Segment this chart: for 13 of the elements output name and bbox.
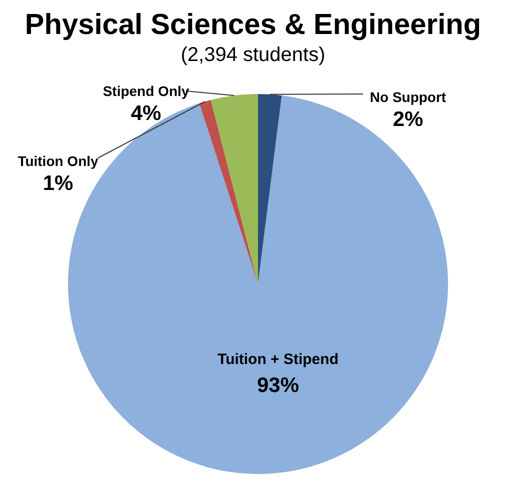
data-label: 93% xyxy=(256,374,300,397)
chart-subtitle: (2,394 students) xyxy=(180,43,326,68)
pie-slice xyxy=(199,100,258,284)
pie-slice xyxy=(210,94,258,284)
data-label: 4% xyxy=(130,102,162,125)
slice-label: Stipend Only xyxy=(102,83,190,99)
slice-label: No Support xyxy=(370,89,446,105)
chart-title: Physical Sciences & Engineering xyxy=(24,8,482,42)
pie-slice xyxy=(258,94,282,284)
data-label: 1% xyxy=(42,172,74,195)
slice-label: Tuition Only xyxy=(18,153,99,169)
slice-label: Tuition + Stipend xyxy=(218,351,338,368)
data-label: 2% xyxy=(392,108,424,131)
